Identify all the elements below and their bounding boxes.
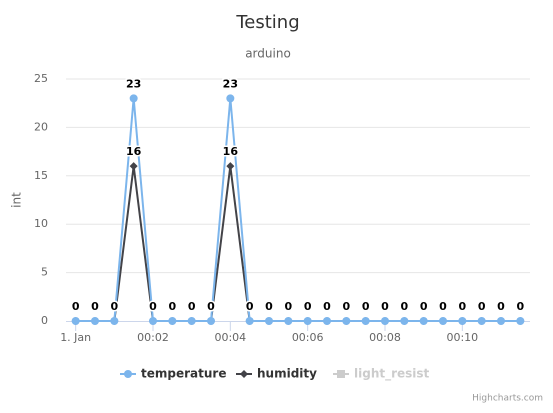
point	[419, 317, 428, 325]
data-label: 0	[362, 300, 370, 313]
y-tick-label: 25	[34, 72, 48, 85]
point	[303, 317, 312, 325]
chart-title: Testing	[235, 12, 299, 33]
data-label: 0	[323, 300, 331, 313]
point	[400, 317, 409, 325]
x-tick-label: 1. Jan	[60, 331, 91, 344]
data-label: 23	[126, 77, 141, 90]
y-tick-label: 15	[34, 169, 48, 182]
x-tick-label: 00:04	[214, 331, 246, 344]
y-axis-label: int	[10, 192, 24, 208]
x-tick-label: 00:10	[446, 331, 478, 344]
point	[337, 370, 345, 378]
point	[71, 317, 80, 325]
data-label: 0	[381, 300, 389, 313]
data-label: 0	[459, 300, 467, 313]
data-label: 0	[188, 300, 196, 313]
data-label: 0	[207, 300, 215, 313]
point	[361, 317, 370, 325]
data-label: 0	[246, 300, 254, 313]
point	[265, 317, 273, 325]
x-tick-label: 00:08	[369, 331, 401, 344]
data-label: 0	[478, 300, 486, 313]
y-tick-label: 10	[34, 217, 48, 230]
data-label: 0	[517, 300, 525, 313]
point	[458, 317, 467, 325]
data-label: 0	[91, 300, 99, 313]
point	[342, 317, 351, 325]
data-label: 0	[401, 300, 409, 313]
series-line	[75, 98, 521, 322]
series	[71, 94, 525, 325]
x-tick-label: 00:06	[292, 331, 324, 344]
data-label: 0	[497, 300, 505, 313]
series	[71, 162, 525, 325]
point	[129, 94, 138, 103]
point	[168, 317, 177, 325]
point	[226, 94, 235, 103]
point	[240, 370, 248, 378]
legend-label[interactable]: temperature	[141, 367, 226, 381]
data-label: 0	[343, 300, 351, 313]
data-label: 0	[420, 300, 428, 313]
data-label: 23	[223, 77, 238, 90]
data-label: 0	[304, 300, 312, 313]
point	[245, 317, 254, 325]
data-label: 0	[72, 300, 80, 313]
point	[226, 162, 235, 171]
data-label: 0	[265, 300, 273, 313]
data-label: 0	[169, 300, 177, 313]
data-label: 0	[149, 300, 157, 313]
point	[284, 317, 293, 325]
point	[439, 317, 447, 325]
point	[129, 162, 138, 171]
point	[187, 317, 196, 325]
data-label: 0	[285, 300, 293, 313]
point	[149, 317, 157, 325]
point	[91, 317, 99, 325]
data-label: 16	[223, 145, 239, 158]
point	[516, 317, 525, 325]
point	[207, 317, 215, 325]
data-label: 0	[439, 300, 447, 313]
chart-subtitle: arduino	[245, 47, 291, 61]
y-tick-label: 5	[41, 266, 48, 279]
y-tick-label: 0	[41, 314, 48, 327]
data-label: 16	[126, 145, 142, 158]
legend-label[interactable]: light_resist	[354, 367, 430, 382]
x-tick-label: 00:02	[137, 331, 169, 344]
y-tick-label: 20	[34, 120, 48, 133]
data-label: 0	[111, 300, 119, 313]
point	[477, 317, 486, 325]
credits: Highcharts.com	[472, 394, 543, 404]
point	[323, 317, 331, 325]
point	[110, 317, 119, 325]
point	[381, 317, 389, 325]
point	[497, 317, 505, 325]
legend-label[interactable]: humidity	[257, 367, 317, 381]
point	[124, 370, 132, 378]
